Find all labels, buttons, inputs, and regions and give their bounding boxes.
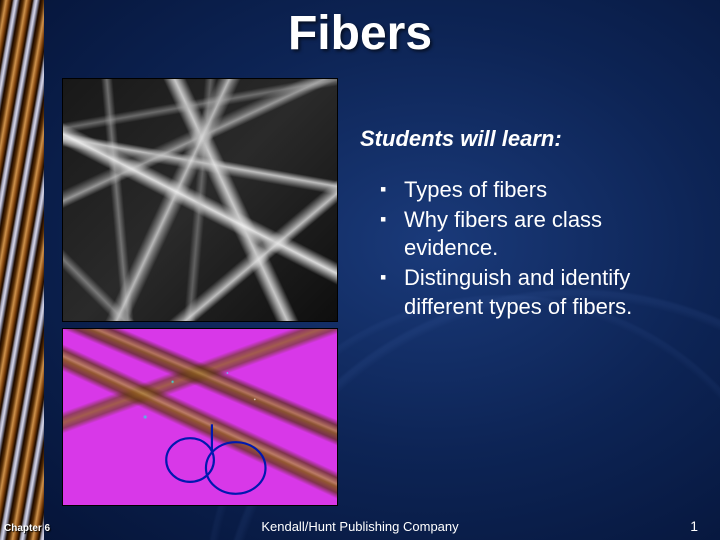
slide-subtitle: Students will learn: [360, 126, 562, 152]
bullet-list: Types of fibers Why fibers are class evi… [380, 176, 700, 323]
slide-title: Fibers [0, 6, 720, 61]
bullet-item: Why fibers are class evidence. [380, 206, 700, 262]
bullet-item: Types of fibers [380, 176, 700, 204]
image-fibers-micrograph-grayscale [62, 78, 338, 322]
decorative-left-strip [0, 0, 44, 540]
bullet-item: Distinguish and identify different types… [380, 264, 700, 320]
image-fibers-microscope-magenta [62, 328, 338, 506]
page-number: 1 [690, 518, 698, 534]
footer-publisher: Kendall/Hunt Publishing Company [0, 519, 720, 534]
annotation-overlay [63, 329, 337, 506]
